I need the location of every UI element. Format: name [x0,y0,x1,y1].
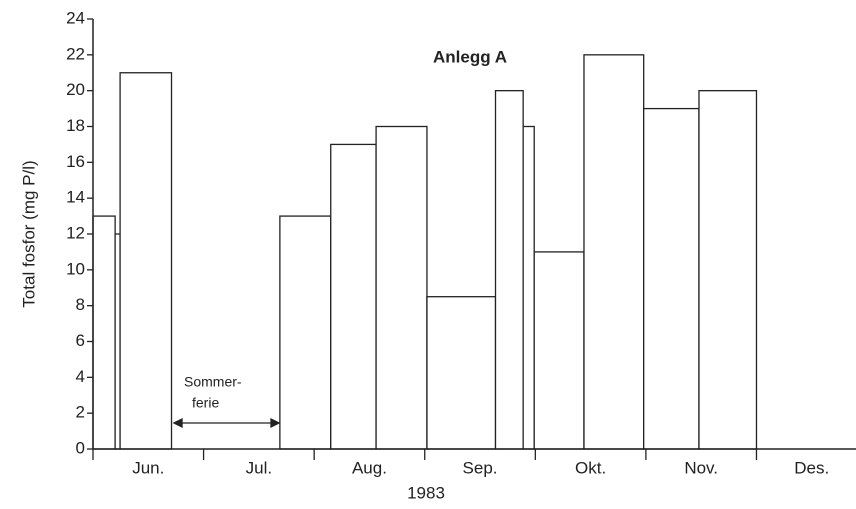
y-axis-label: Total fosfor (mg P/l) [19,160,38,307]
y-tick-label: 0 [76,438,85,457]
arrow [172,417,281,429]
bar [522,125,535,450]
y-tick-label: 18 [66,116,85,135]
bar [114,233,121,450]
x-tick-label: Okt. [575,458,606,477]
bar [494,90,524,450]
x-tick-label: Sep. [463,458,498,477]
y-tick-label: 4 [76,367,85,386]
x-axis-label: 1983 [407,483,445,502]
bar [330,143,377,450]
bar [279,215,332,450]
chart-title: Anlegg A [433,47,507,66]
y-tick-label: 2 [76,403,85,422]
bar [698,90,758,450]
bar [92,215,116,450]
bar [426,296,497,450]
y-tick-label: 14 [66,188,85,207]
bar [583,54,645,450]
x-tick-label: Des. [794,458,829,477]
y-tick-label: 20 [66,80,85,99]
bar [375,125,428,450]
y-tick-label: 16 [66,152,85,171]
y-tick-label: 22 [66,44,85,63]
annotation: Sommer- [184,374,242,390]
bar [643,107,700,450]
x-tick-label: Aug. [352,458,387,477]
bar [533,251,585,450]
x-tick-label: Jul. [246,458,272,477]
y-tick-label: 12 [66,223,85,242]
y-tick-label: 24 [66,8,85,27]
x-tick-label: Nov. [684,458,718,477]
y-tick-label: 6 [76,331,85,350]
x-tick-label: Jun. [132,458,164,477]
y-tick-label: 10 [66,259,85,278]
annotation: ferie [192,395,219,411]
bar [119,72,173,450]
y-tick-label: 8 [76,295,85,314]
